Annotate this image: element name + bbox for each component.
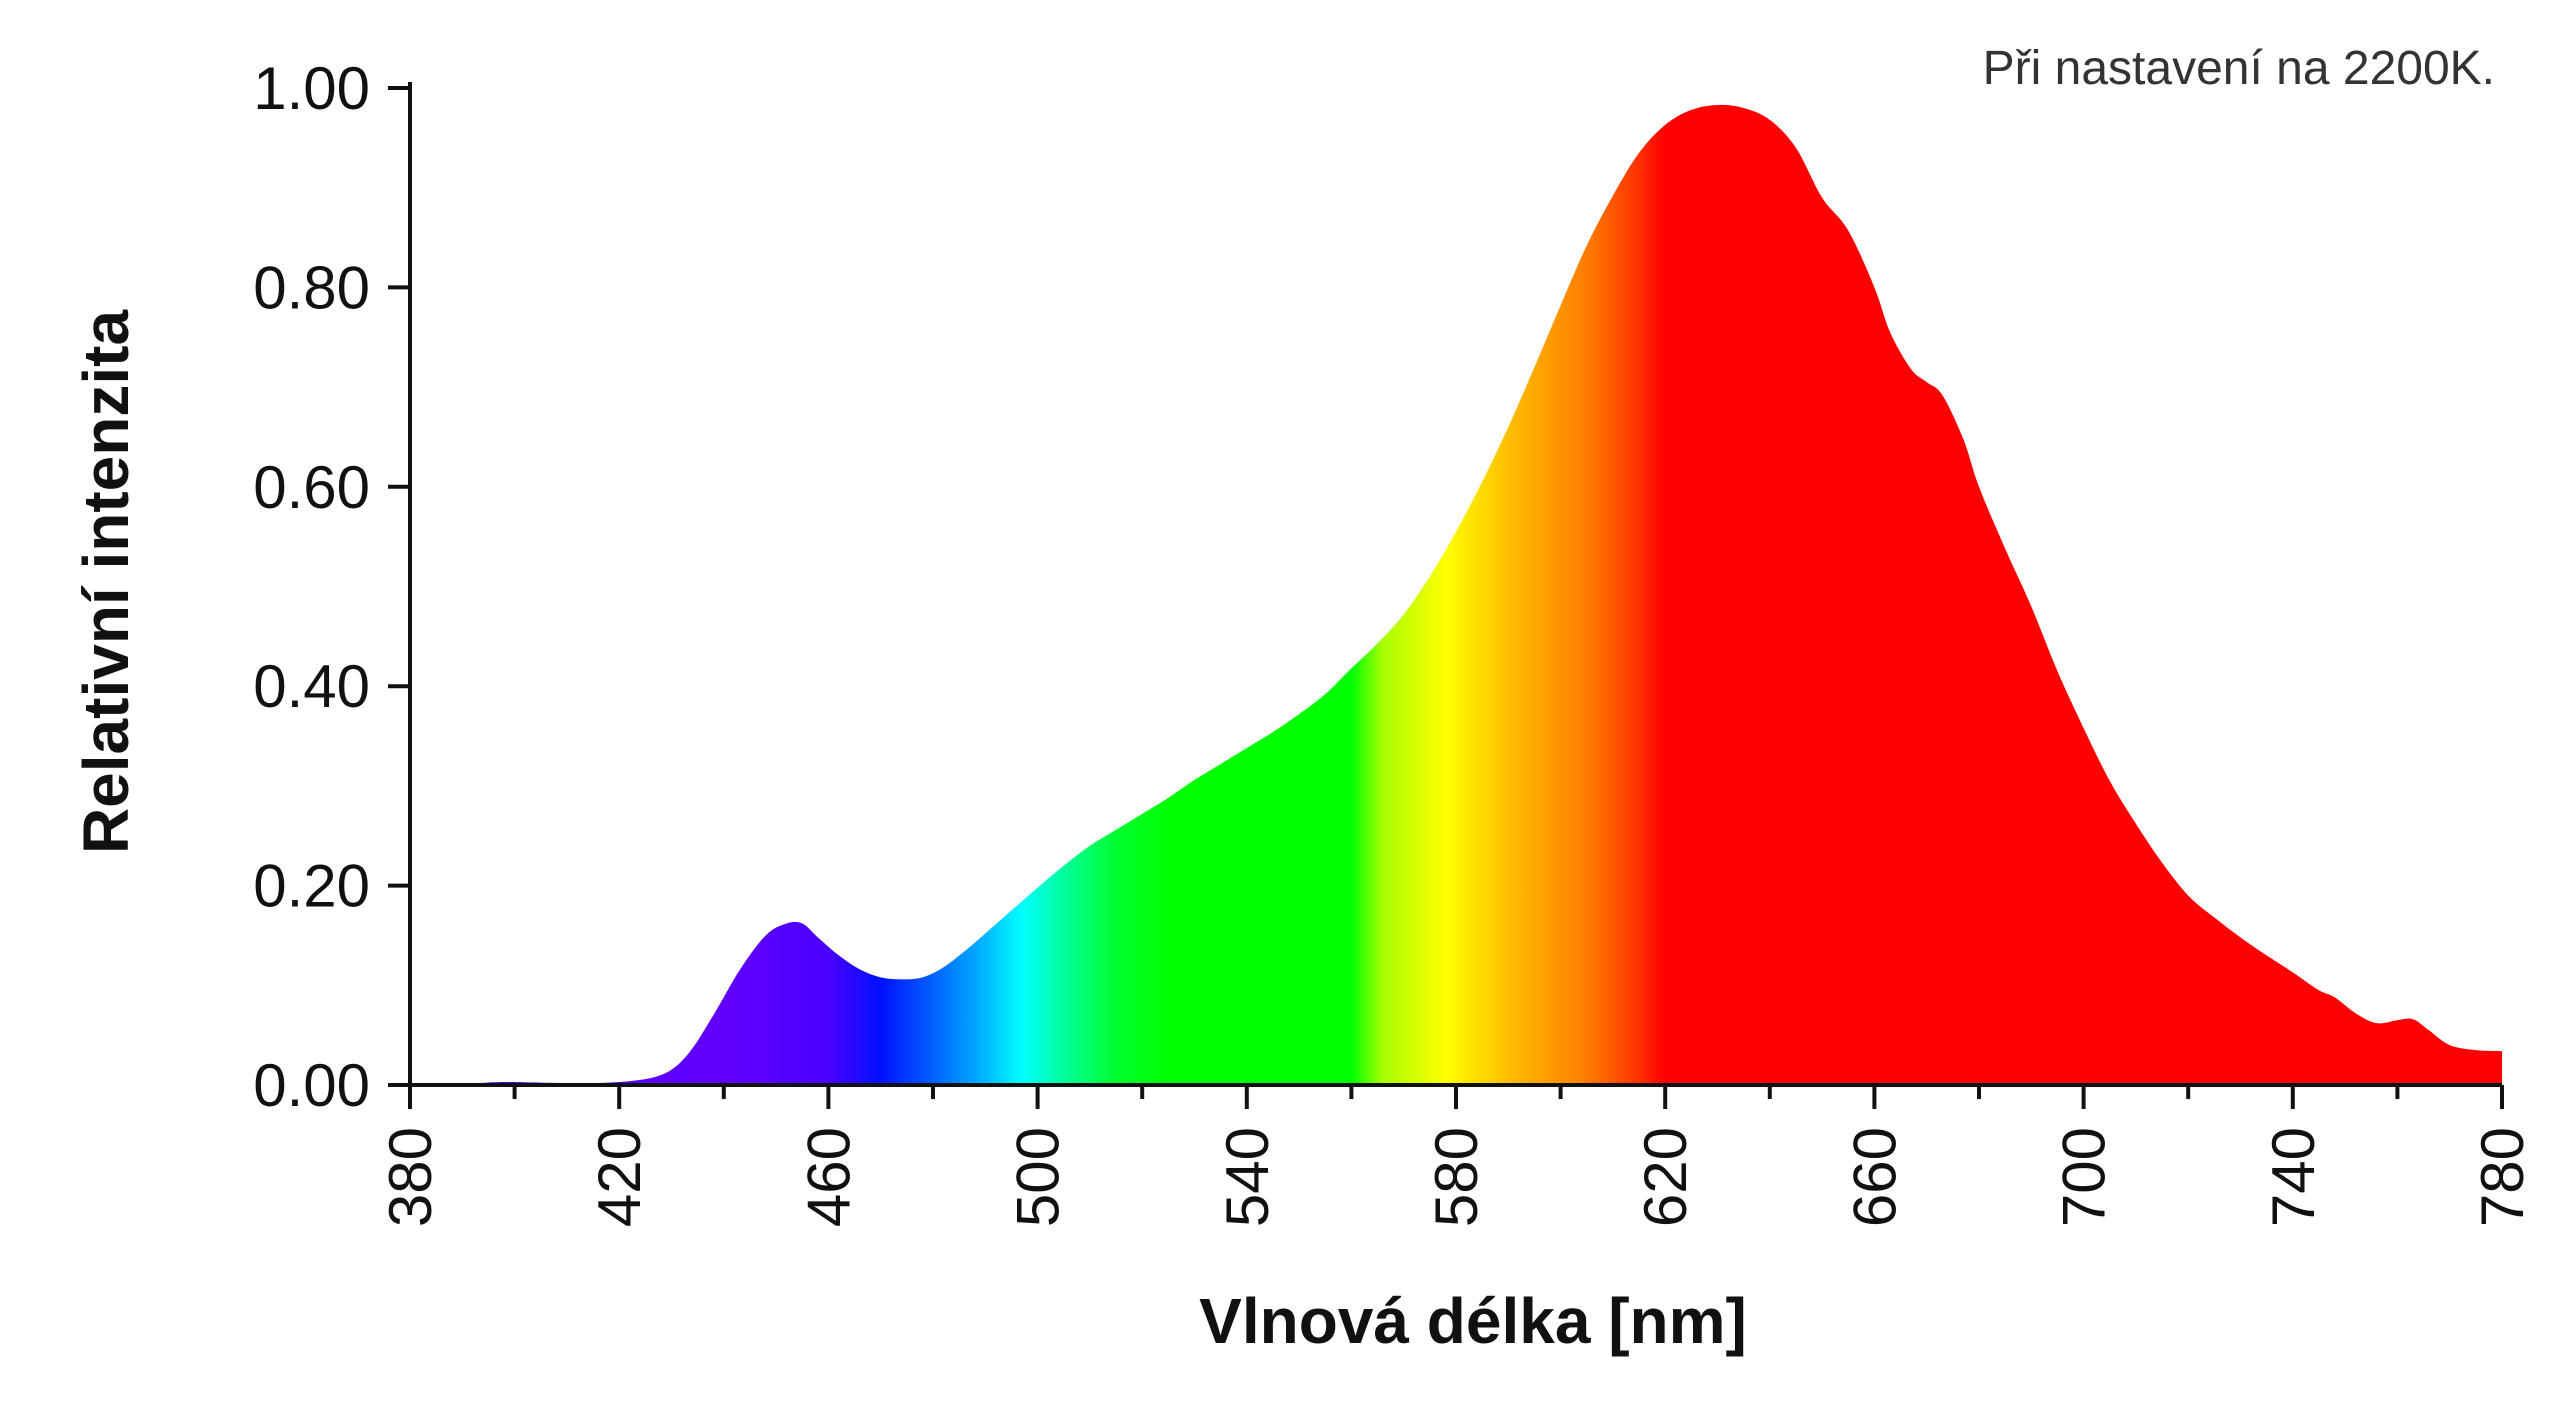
y-tick-label: 0.40 <box>253 653 370 720</box>
axes-layer: 0.00 0.20 0.40 0.60 0.80 1.00 380 420 460 500 540 5… <box>253 55 2536 1227</box>
x-tick-label: 580 <box>1423 1127 1490 1227</box>
y-tick-label: 1.00 <box>253 55 370 122</box>
spectrum-area <box>410 104 2502 1086</box>
y-tick-label: 0.00 <box>253 1052 370 1119</box>
x-tick-label: 420 <box>586 1127 653 1227</box>
x-tick-label: 740 <box>2260 1127 2327 1227</box>
y-tick-label: 0.20 <box>253 853 370 920</box>
y-axis-title: Relativní intenzita <box>70 310 142 855</box>
plot-layer <box>410 104 2502 1086</box>
x-tick-label: 540 <box>1214 1127 1281 1227</box>
x-tick-label: 660 <box>1841 1127 1908 1227</box>
x-tick-label: 380 <box>377 1127 444 1227</box>
y-tick-label: 0.60 <box>253 454 370 521</box>
x-tick-label: 460 <box>795 1127 862 1227</box>
x-tick-label: 500 <box>1005 1127 1072 1227</box>
x-tick-label: 700 <box>2051 1127 2118 1227</box>
chart-annotation: Při nastavení na 2200K. <box>1983 42 2495 95</box>
y-tick-label: 0.80 <box>253 254 370 321</box>
x-tick-label: 780 <box>2469 1127 2536 1227</box>
x-tick-label: 620 <box>1632 1127 1699 1227</box>
x-axis-title: Vlnová délka [nm] <box>1199 1285 1747 1357</box>
